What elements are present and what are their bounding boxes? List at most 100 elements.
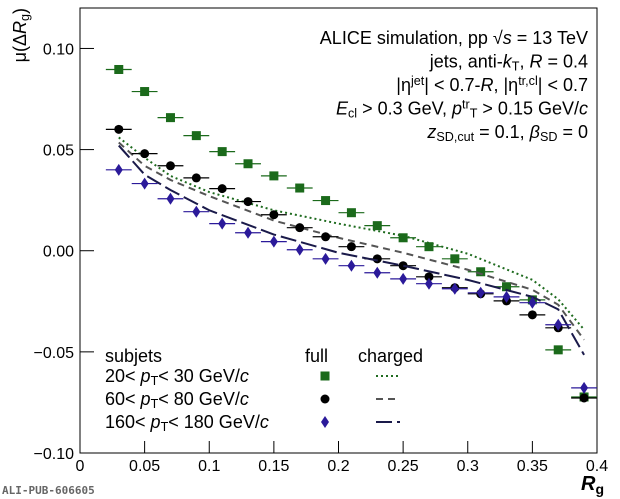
x-tick-label: 0.3 — [457, 458, 479, 475]
marker — [476, 286, 485, 299]
marker — [114, 64, 124, 74]
marker — [217, 184, 227, 194]
marker — [165, 161, 175, 171]
marker — [476, 267, 486, 277]
text-part: cl — [348, 107, 357, 121]
text-part: tr,cl — [518, 74, 538, 88]
marker — [321, 196, 331, 206]
text-part: T — [161, 420, 169, 434]
text-part: , — [519, 52, 529, 72]
marker — [218, 217, 227, 230]
marker — [502, 290, 511, 303]
marker — [321, 252, 330, 265]
y-tick-label: 0.00 — [43, 244, 74, 261]
marker — [424, 277, 433, 290]
marker — [372, 254, 382, 264]
text-part: μ(Δ — [10, 34, 30, 62]
text-part: jets, anti- — [429, 52, 503, 72]
marker — [398, 261, 408, 271]
marker — [140, 177, 149, 190]
text-part: = 0.4 — [542, 52, 588, 72]
marker — [114, 124, 124, 134]
text-part: | < 0.7- — [424, 75, 480, 95]
text-part: SD — [540, 130, 558, 144]
legend-marker — [320, 371, 330, 381]
text-part: c — [579, 99, 588, 119]
marker — [580, 381, 589, 394]
marker — [373, 266, 382, 279]
text-part: E — [336, 99, 349, 119]
marker — [527, 310, 537, 320]
marker — [579, 393, 589, 403]
marker — [191, 131, 201, 141]
text-part: c — [240, 366, 249, 386]
marker — [140, 149, 150, 159]
text-part: = 13 TeV — [512, 28, 588, 48]
marker — [269, 171, 279, 181]
x-tick-label: 0.35 — [517, 458, 548, 475]
text-part: s — [503, 28, 512, 48]
text-part: p — [451, 99, 462, 119]
text-part: jet — [410, 74, 425, 88]
marker — [243, 197, 253, 207]
marker — [269, 235, 278, 248]
marker — [114, 163, 123, 176]
text-part: 60< — [105, 389, 141, 409]
marker — [165, 113, 175, 123]
x-tick-label: 0.4 — [586, 458, 608, 475]
text-part: g — [18, 14, 32, 21]
text-part: ALICE simulation, pp √ — [320, 28, 503, 48]
text-part: p — [150, 412, 161, 432]
marker — [140, 87, 150, 97]
text-part: | < 0.7 — [538, 75, 588, 95]
y-tick-label: 0.05 — [43, 143, 74, 160]
marker — [424, 242, 434, 252]
text-part: tr — [462, 98, 470, 112]
legend-marker — [321, 416, 329, 428]
text-part: R — [529, 52, 542, 72]
text-part: ) — [10, 8, 30, 14]
text-part: > 0.3 GeV, — [357, 99, 452, 119]
x-tick-label: 0.05 — [129, 458, 160, 475]
y-tick-label: −0.05 — [34, 345, 75, 362]
x-tick-label: 0.15 — [258, 458, 289, 475]
footer: ALI-PUB-606605 — [2, 484, 95, 497]
text-part: T — [151, 397, 159, 411]
text-part: g — [595, 481, 604, 497]
legend-label: 160< pT< 180 GeV/c — [105, 412, 269, 434]
text-part: R — [581, 473, 596, 495]
text-part: < 30 GeV/ — [158, 366, 240, 386]
marker — [321, 232, 331, 242]
annotation: ALICE simulation, pp √s = 13 TeV — [320, 28, 588, 48]
legend-marker — [320, 394, 330, 404]
annotation: jets, anti-kT, R = 0.4 — [429, 52, 588, 74]
marker — [295, 183, 305, 193]
marker — [347, 259, 356, 272]
x-tick-label: 0.25 — [388, 458, 419, 475]
text-part: β — [529, 122, 540, 142]
text-part: = 0.1, — [474, 122, 530, 142]
marker — [217, 147, 227, 157]
legend-header: charged — [358, 346, 423, 366]
marker — [295, 243, 304, 256]
marker — [450, 254, 460, 264]
text-part: , |η — [493, 75, 518, 95]
marker — [399, 272, 408, 285]
y-tick-label: 0.10 — [43, 41, 74, 58]
text-part: |η — [396, 75, 411, 95]
annotation: zSD,cut = 0.1, βSD = 0 — [426, 122, 588, 144]
x-tick-label: 0.2 — [327, 458, 349, 475]
text-part: 160< — [105, 412, 151, 432]
marker — [450, 282, 459, 295]
text-part: 20< — [105, 366, 141, 386]
text-part: k — [503, 52, 513, 72]
y-tick-label: −0.10 — [34, 446, 75, 463]
annotation: |ηjet| < 0.7-R, |ηtr,cl| < 0.7 — [396, 74, 588, 95]
text-part: = 0 — [557, 122, 588, 142]
legend-header: subjets — [105, 346, 162, 366]
text-part: T — [470, 107, 478, 121]
text-part: < 180 GeV/ — [168, 412, 260, 432]
marker — [191, 173, 201, 183]
x-tick-label: 0 — [76, 458, 85, 475]
annotation: Ecl > 0.3 GeV, ptrT > 0.15 GeV/c — [336, 98, 588, 121]
